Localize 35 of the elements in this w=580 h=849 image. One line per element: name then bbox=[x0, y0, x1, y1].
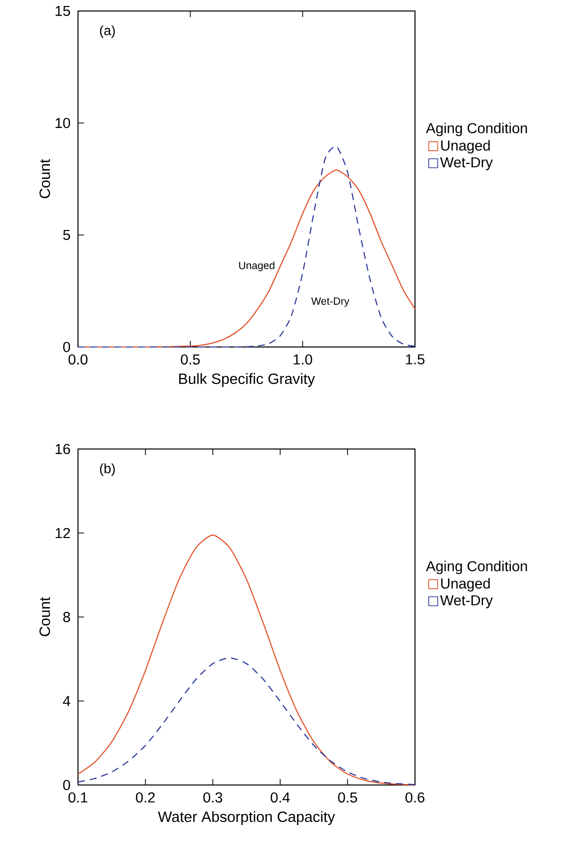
y-tick-label: 12 bbox=[56, 528, 70, 538]
y-axis-title: Count bbox=[40, 159, 50, 198]
y-tick-label: 8 bbox=[63, 612, 70, 622]
text: (a) bbox=[100, 25, 115, 38]
y-tick-label: 4 bbox=[62, 696, 70, 706]
annotation: Wet-Dry bbox=[311, 298, 350, 307]
x-axis-title: Bulk Specific Gravity bbox=[179, 373, 315, 387]
y-tick-label: 15 bbox=[56, 6, 70, 16]
y-axis-title: Count bbox=[40, 597, 50, 636]
x-tick-label: 0.5 bbox=[180, 354, 200, 365]
x-tick-label: 0.5 bbox=[338, 792, 358, 803]
x-axis-title: Water Absorption Capacity bbox=[158, 811, 336, 825]
y-tick-label: 0 bbox=[63, 780, 70, 790]
line-series bbox=[77, 657, 416, 786]
legend-label: Wet-Dry bbox=[440, 157, 493, 170]
x-tick-label: 0.4 bbox=[270, 792, 290, 803]
x-tick-label: 0.6 bbox=[406, 792, 424, 803]
annotation: Unaged bbox=[239, 261, 274, 272]
legend-label: Wet-Dry bbox=[440, 595, 493, 608]
legend-label: Unaged bbox=[441, 140, 490, 154]
legend-title: Aging Condition bbox=[426, 560, 527, 574]
line-series bbox=[77, 534, 416, 786]
x-tick-label: 1.5 bbox=[406, 354, 424, 364]
x-tick-label: 0.0 bbox=[68, 354, 88, 365]
x-tick-label: 1.0 bbox=[294, 354, 312, 365]
x-tick-label: 0.1 bbox=[68, 792, 88, 803]
y-tick-label: 0 bbox=[63, 342, 70, 352]
y-tick-label: 5 bbox=[63, 230, 70, 240]
legend-label: Unaged bbox=[441, 578, 490, 592]
x-tick-label: 0.2 bbox=[136, 792, 155, 803]
y-tick-label: 16 bbox=[56, 444, 70, 454]
text: (b) bbox=[100, 463, 115, 476]
x-tick-label: 0.3 bbox=[203, 792, 222, 803]
legend-title: Aging Condition bbox=[426, 122, 527, 136]
y-tick-label: 10 bbox=[56, 118, 70, 128]
